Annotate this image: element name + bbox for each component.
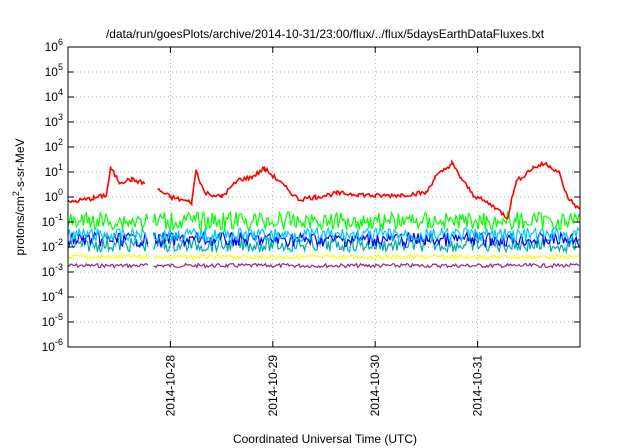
- series-line: [67, 236, 580, 255]
- y-tick-label: 100: [45, 187, 63, 204]
- series-layer: [67, 159, 581, 269]
- x-axis: 2014-10-28 2014-10-29 2014-10-30 2014-10-31: [163, 47, 485, 417]
- y-tick-label: 101: [45, 162, 63, 179]
- y-tick-label: 10-4: [42, 287, 63, 304]
- grid: [68, 47, 580, 347]
- x-tick-label: 2014-10-30: [368, 355, 382, 417]
- x-axis-label: Coordinated Universal Time (UTC): [233, 432, 417, 446]
- x-tick-label: 2014-10-29: [266, 355, 280, 417]
- x-tick-label: 2014-10-31: [471, 355, 485, 417]
- y-tick-label: 10-6: [42, 337, 63, 354]
- y-tick-label: 102: [45, 137, 63, 154]
- series-line: [67, 226, 580, 244]
- chart-title: /data/run/goesPlots/archive/2014-10-31/2…: [106, 27, 545, 41]
- y-tick-label: 10-2: [42, 237, 63, 254]
- series-line: [68, 253, 580, 261]
- y-tick-label: 105: [45, 62, 63, 79]
- y-axis-label: protons/cm2-s-sr-MeV: [11, 138, 27, 255]
- y-tick-label: 106: [45, 37, 63, 54]
- y-tick-label: 104: [45, 87, 63, 104]
- y-tick-label: 10-5: [42, 312, 63, 329]
- series-line: [67, 159, 581, 220]
- x-tick-label: 2014-10-28: [163, 355, 177, 417]
- y-tick-label: 10-1: [42, 212, 63, 229]
- y-tick-label: 10-3: [42, 262, 63, 279]
- y-tick-label: 103: [45, 112, 63, 129]
- y-axis: 10-6 10-5 10-4 10-3 10-2 10-1 100 101 102 103 104 1…: [42, 37, 580, 354]
- series-line: [67, 210, 580, 232]
- series-line: [67, 262, 580, 269]
